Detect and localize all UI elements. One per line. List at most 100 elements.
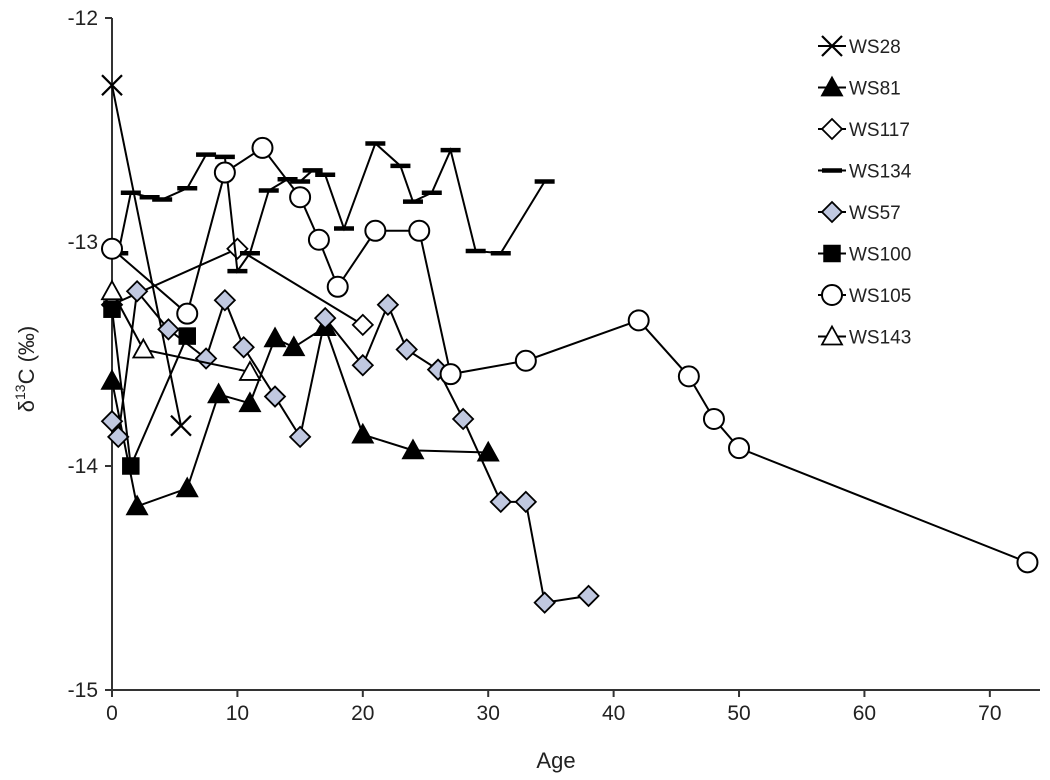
data-point-ws105 (627, 309, 650, 332)
x-tick-label: 30 (477, 702, 500, 725)
data-point-ws105 (213, 161, 236, 184)
legend-marker (820, 75, 844, 97)
data-point-ws57 (194, 347, 218, 370)
data-point-ws105 (514, 349, 537, 372)
legend-item-ws100: WS100 (818, 245, 911, 266)
data-point-ws105 (364, 219, 387, 242)
legend-label: WS134 (849, 162, 912, 183)
data-point-ws117 (351, 313, 375, 337)
data-point-ws81 (263, 326, 287, 348)
data-point-ws105 (677, 365, 700, 388)
data-point-ws57 (514, 490, 538, 514)
series-line-ws28 (111, 85, 182, 426)
legend-label: WS100 (849, 245, 911, 266)
legend-label: WS28 (849, 37, 901, 58)
series-ws28 (101, 74, 192, 437)
series-ws57 (100, 280, 600, 614)
legend-label: WS57 (849, 203, 901, 224)
y-tick-label: -14 (68, 455, 99, 478)
data-point-ws105 (1016, 551, 1039, 574)
legend-item-ws117: WS117 (818, 117, 910, 141)
legend-marker (820, 200, 844, 224)
legend-item-ws57: WS57 (818, 200, 901, 224)
data-point-ws105 (728, 437, 751, 460)
x-tick-label: 10 (226, 702, 249, 725)
data-point-ws57 (351, 353, 375, 377)
x-tick-label: 70 (978, 702, 1001, 725)
data-point-ws28 (170, 414, 192, 437)
data-point-ws57 (395, 338, 418, 361)
legend-item-ws28: WS28 (818, 35, 901, 58)
legend-item-ws81: WS81 (818, 75, 901, 100)
legend: WS28 WS81 WS117 WS134 WS57 WS100 WS105 WS143 (818, 35, 912, 349)
data-point-ws105 (439, 363, 462, 386)
data-point-ws81 (238, 391, 262, 413)
data-point-ws81 (125, 494, 149, 516)
data-point-ws81 (100, 369, 124, 390)
data-point-ws57 (288, 425, 312, 449)
x-tick-label: 20 (351, 702, 374, 725)
data-point-ws105 (101, 237, 123, 260)
data-point-ws81 (175, 476, 199, 498)
data-point-ws57 (376, 293, 400, 316)
data-point-ws57 (125, 280, 149, 303)
legend-marker (820, 324, 844, 346)
plot-area (100, 74, 1039, 614)
legend-marker (823, 244, 841, 263)
legend-label: WS117 (849, 120, 910, 141)
data-point-ws105 (702, 407, 725, 430)
legend-item-ws143: WS143 (818, 324, 911, 349)
data-point-ws143 (238, 360, 262, 381)
data-point-ws105 (289, 186, 312, 209)
data-point-ws81 (351, 422, 375, 444)
data-point-ws81 (282, 335, 306, 357)
data-point-ws57 (100, 409, 124, 433)
y-axis-title: δ13C (‰) (12, 326, 39, 412)
axes: -12 -13 -14 -15 0 10 20 30 40 50 60 70 (68, 7, 1040, 725)
legend-label: WS143 (849, 328, 911, 349)
legend-marker (821, 284, 843, 306)
data-point-ws81 (476, 440, 500, 462)
data-point-ws105 (307, 228, 330, 251)
data-point-ws57 (577, 584, 600, 608)
series-ws81 (100, 315, 500, 516)
data-point-ws57 (489, 490, 513, 514)
legend-label: WS81 (849, 79, 901, 100)
data-point-ws57 (313, 306, 337, 330)
legend-item-ws105: WS105 (818, 284, 911, 307)
series-ws105 (101, 136, 1039, 574)
data-point-ws105 (326, 275, 349, 298)
x-tick-label: 0 (106, 702, 118, 725)
y-tick-label: -12 (68, 7, 98, 30)
series-ws134 (108, 141, 555, 274)
data-point-ws57 (157, 318, 180, 341)
x-tick-label: 40 (602, 702, 625, 725)
data-point-ws100 (178, 327, 196, 345)
y-tick-label: -13 (68, 231, 98, 254)
series-line-ws105 (111, 146, 1028, 564)
legend-marker (821, 35, 843, 57)
x-tick-label: 50 (727, 702, 750, 725)
data-point-ws57 (533, 591, 556, 614)
data-point-ws28 (101, 74, 123, 96)
data-point-ws100 (122, 457, 140, 475)
data-point-ws57 (451, 407, 475, 431)
data-point-ws100 (103, 300, 121, 318)
data-point-ws143 (131, 337, 155, 359)
data-point-ws105 (251, 136, 274, 159)
data-point-ws57 (106, 425, 130, 449)
data-point-ws105 (176, 302, 199, 325)
data-point-ws105 (408, 219, 431, 242)
data-point-ws143 (100, 279, 124, 301)
y-tick-label: -15 (68, 679, 98, 702)
data-point-ws117 (226, 237, 249, 260)
series-ws143 (100, 279, 262, 381)
x-axis-title: Age (536, 748, 575, 773)
x-tick-label: 60 (853, 702, 876, 725)
legend-label: WS105 (849, 286, 911, 307)
data-point-ws57 (213, 288, 237, 312)
legend-item-ws134: WS134 (818, 162, 912, 183)
data-point-ws57 (263, 385, 287, 408)
data-point-ws57 (232, 336, 255, 359)
